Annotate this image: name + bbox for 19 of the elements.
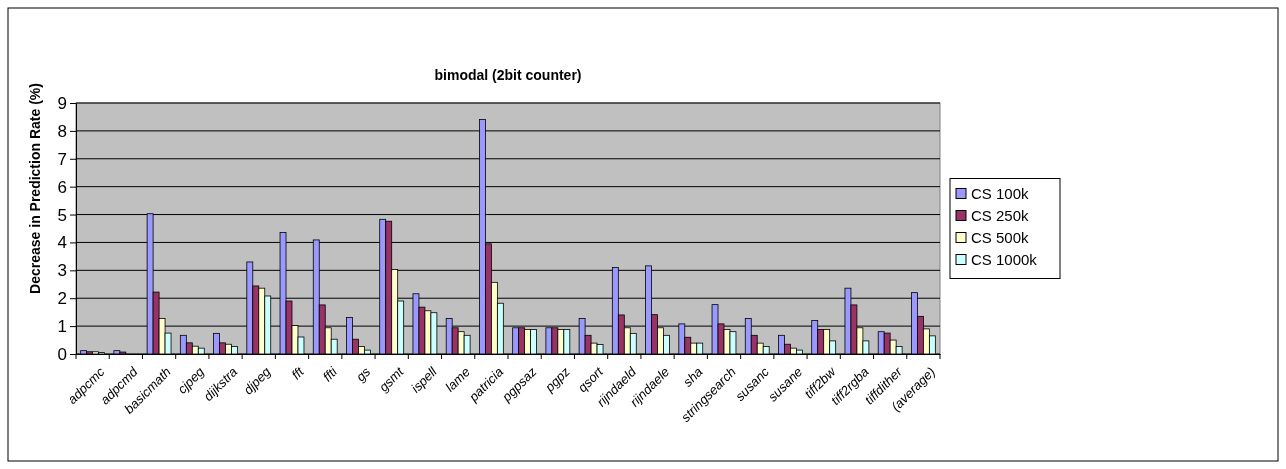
legend-label: CS 500k [971,228,1030,246]
x-tick-label: fft [288,363,308,383]
y-tick-label: 3 [57,261,67,281]
y-tick-label: 7 [57,149,67,169]
y-tick-label: 4 [57,233,67,253]
x-tick-label: ffti [319,363,341,385]
legend-label: CS 100k [971,184,1030,202]
y-tick-label: 8 [57,121,67,141]
legend-label: CS 250k [971,206,1030,224]
legend-label: CS 1000k [971,250,1038,268]
y-tick-label: 0 [57,344,67,364]
y-tick-label: 9 [57,93,67,113]
chart-title: bimodal (2bit counter) [434,67,582,83]
y-tick-label: 1 [57,317,67,337]
x-tick-label: gs [352,363,374,385]
y-tick-label: 5 [57,205,67,225]
y-tick-label: 2 [57,289,67,309]
y-axis-title: Decrease in Prediction Rate (%) [27,83,43,294]
y-tick-label: 6 [57,177,67,197]
